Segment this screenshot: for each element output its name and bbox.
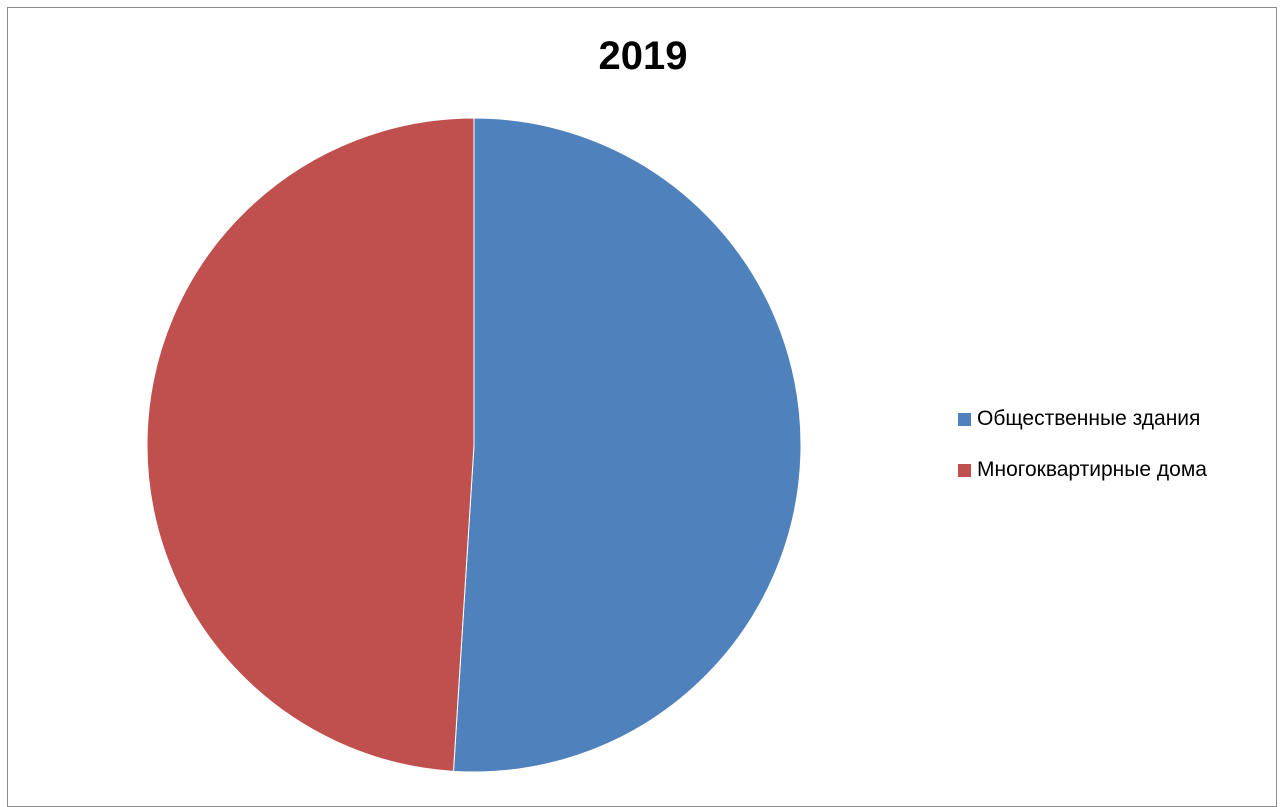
legend-item-apartment-buildings: Многоквартирные дома <box>958 455 1207 485</box>
pie-slice-apartment-buildings <box>146 117 475 772</box>
legend-swatch-public-buildings <box>958 412 971 426</box>
legend-swatch-apartment-buildings <box>958 463 971 477</box>
chart-title: 2019 <box>598 34 688 78</box>
legend-item-public-buildings: Общественные здания <box>958 404 1207 434</box>
legend-label-public-buildings: Общественные здания <box>977 407 1201 430</box>
legend: Общественные здания Многоквартирные дома <box>958 404 1207 506</box>
pie-slice-public-buildings <box>452 117 802 773</box>
legend-label-apartment-buildings: Многоквартирные дома <box>977 458 1207 481</box>
